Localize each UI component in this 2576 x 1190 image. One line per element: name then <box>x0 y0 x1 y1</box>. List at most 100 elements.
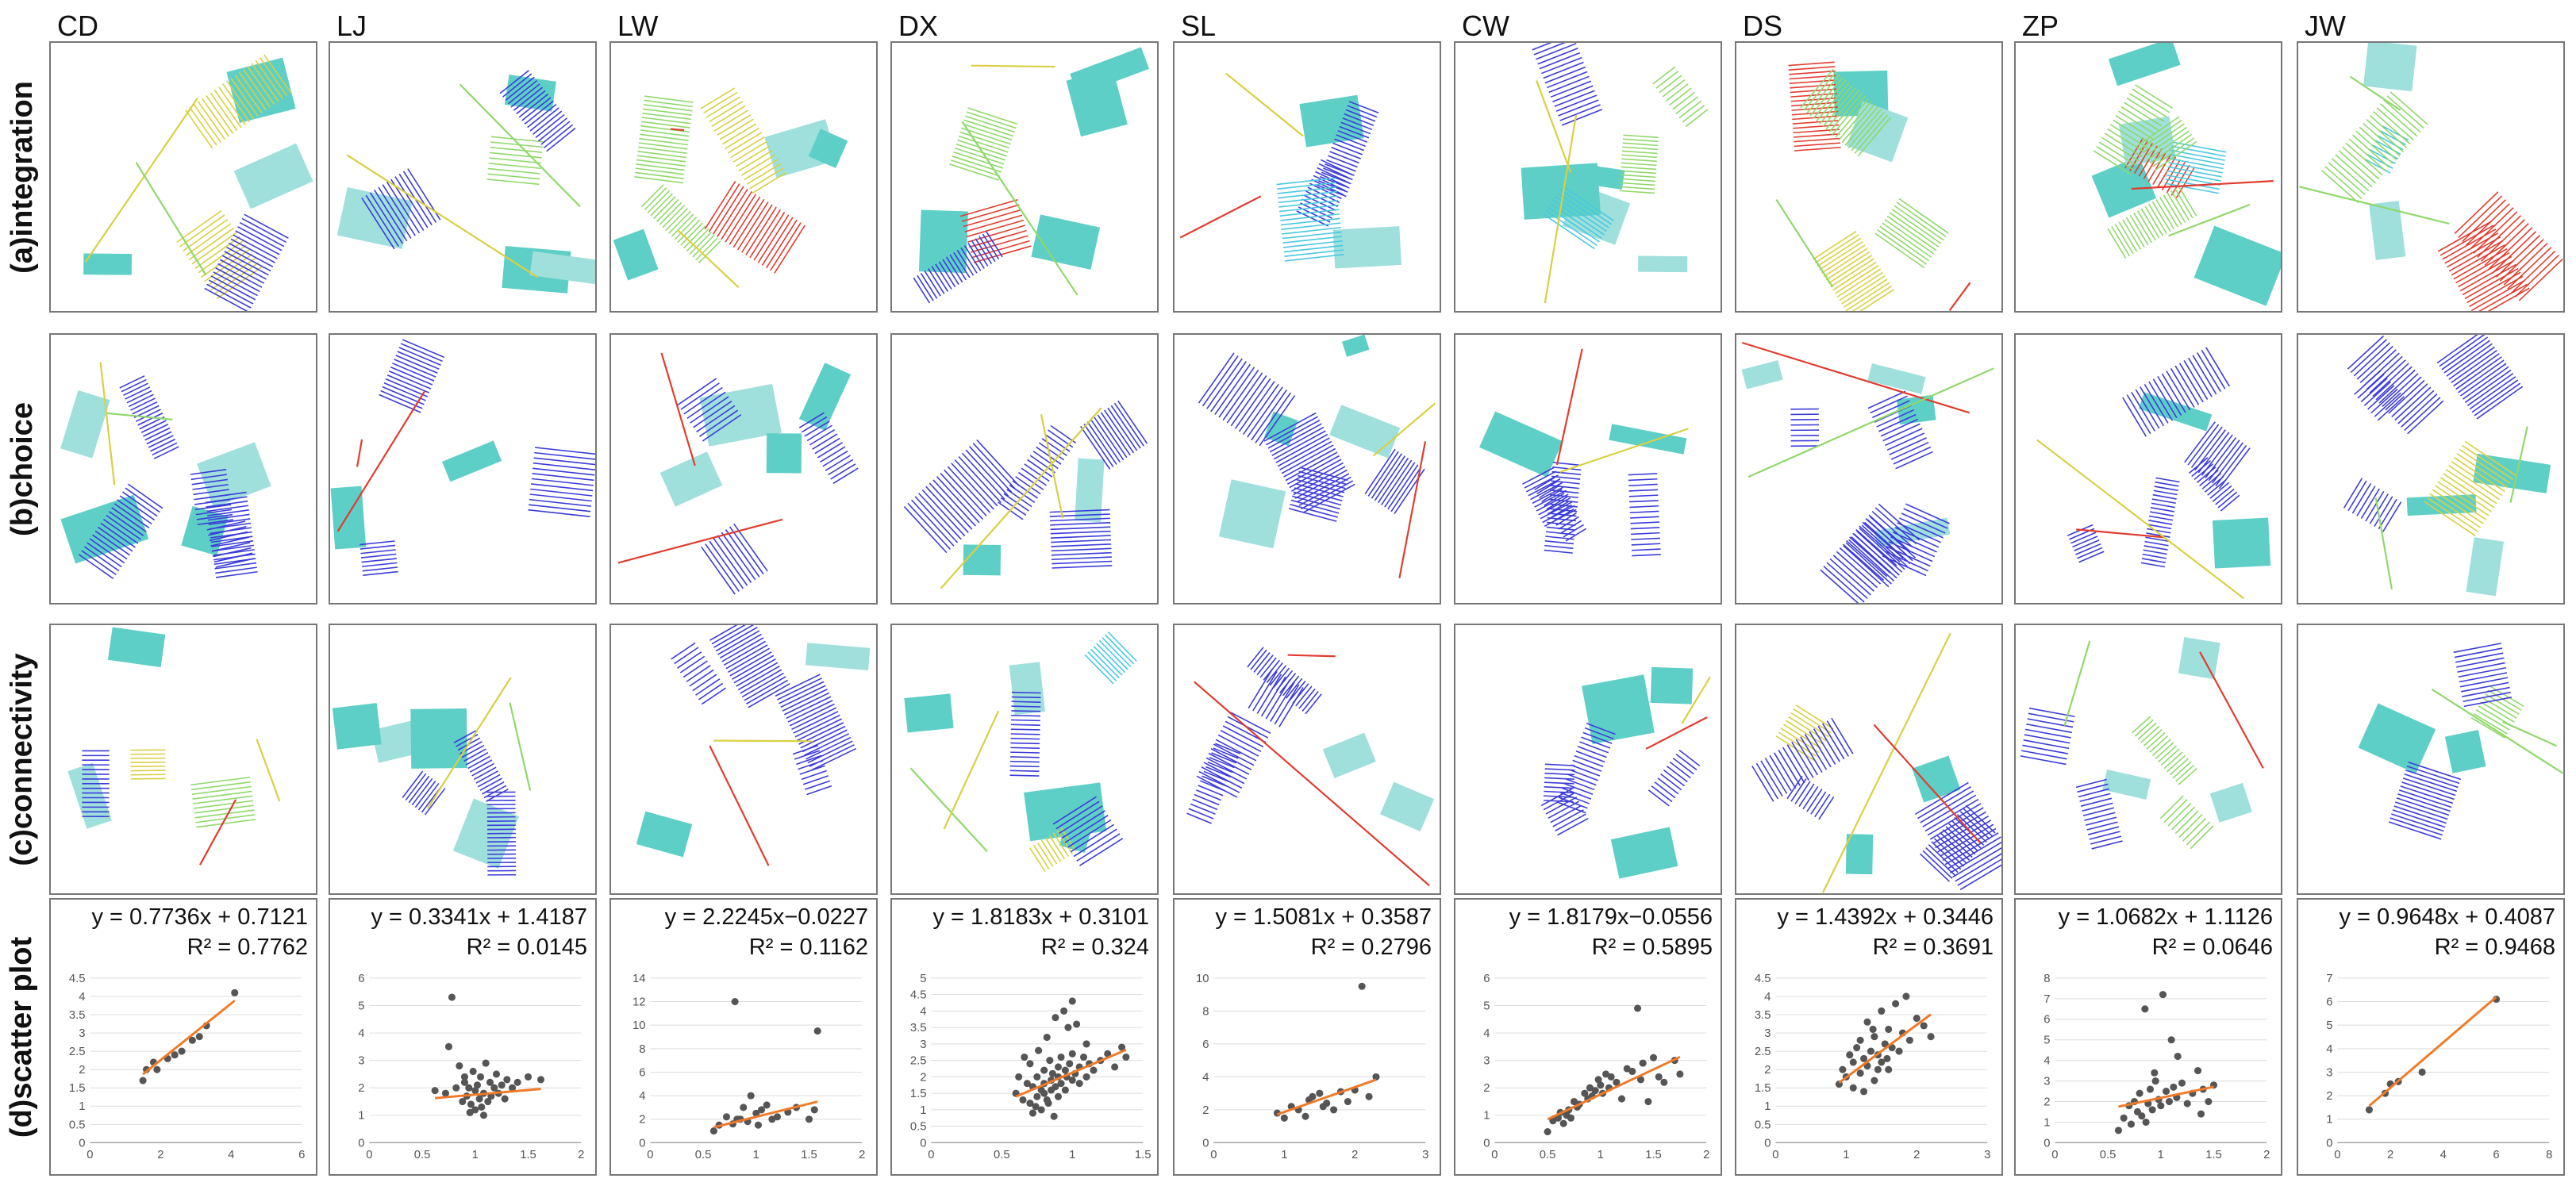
panel-choice-lw <box>609 333 878 605</box>
y-tick-label: 1 <box>1483 1110 1490 1123</box>
y-tick-label: 6 <box>2043 1014 2050 1027</box>
scatter-point <box>1035 1046 1043 1054</box>
x-tick-label: 0 <box>647 1149 653 1161</box>
panel-integration-lj <box>329 41 597 313</box>
street-bundle <box>998 425 1076 520</box>
scatter-point <box>1839 1065 1847 1073</box>
main-street <box>660 352 696 466</box>
main-street <box>198 799 237 866</box>
street-bundle <box>1790 408 1820 447</box>
y-tick-label: 8 <box>2043 973 2050 985</box>
column-label-cw: CW <box>1462 10 1509 42</box>
y-tick-label: 4.5 <box>69 973 86 985</box>
land-block <box>2108 43 2181 86</box>
scatter-chart: 0 2 4 6 8 10 0 1 2 3 <box>1196 973 1428 1161</box>
panel-integration-cd <box>49 41 317 313</box>
y-tick-label: 4.5 <box>910 989 927 1002</box>
scatter-point <box>2127 1120 2136 1128</box>
main-street <box>961 121 1078 296</box>
y-tick-label: 0 <box>1483 1137 1490 1150</box>
scatter-point <box>740 1104 748 1111</box>
scatter-chart: 0 1 2 3 4 5 6 0 0.5 1 1.5 2 <box>1483 973 1709 1161</box>
scatter-point <box>2174 1052 2182 1061</box>
street-bundle <box>1647 749 1701 807</box>
y-tick-label: 3 <box>1483 1055 1490 1068</box>
y-tick-label: 3.5 <box>1755 1009 1771 1022</box>
scatter-point <box>1597 1081 1605 1089</box>
street-bundle <box>2020 707 2075 766</box>
trend-line <box>1547 1055 1681 1121</box>
main-street <box>346 154 538 278</box>
scatter-point <box>1846 1051 1854 1059</box>
panel-connectivity-cd <box>49 624 317 895</box>
scatter-point <box>1052 1083 1059 1091</box>
scatter-point <box>478 1103 486 1111</box>
x-tick-label: 0.5 <box>695 1149 712 1161</box>
scatter-point <box>1660 1078 1668 1086</box>
street-bundle <box>959 198 1032 263</box>
land-block <box>1912 755 1961 803</box>
main-street <box>1225 72 1304 137</box>
land-block <box>1479 411 1563 478</box>
main-street <box>2063 640 2091 727</box>
scatter-point <box>1567 1114 1575 1122</box>
r-squared: R² = 0.0646 <box>2151 935 2273 960</box>
y-tick-label: 5 <box>1483 1000 1490 1012</box>
street-bundle <box>903 439 1020 554</box>
r-squared: R² = 0.9468 <box>2434 935 2555 960</box>
street-network-map <box>336 70 595 294</box>
main-street <box>1948 282 1971 311</box>
scatter-point <box>1883 1054 1891 1062</box>
regression-equation: y = 1.8183x + 0.3101 <box>932 904 1150 930</box>
y-tick-label: 2 <box>358 1082 364 1095</box>
main-street <box>1544 115 1578 304</box>
land-block <box>83 253 132 275</box>
y-tick-label: 4.5 <box>1755 973 1771 985</box>
y-tick-label: 1 <box>358 1110 364 1123</box>
scatter-point <box>1061 1066 1069 1074</box>
street-bundle <box>949 107 1018 181</box>
regression-equation: y = 0.7736x + 0.7121 <box>91 904 309 930</box>
x-tick-label: 8 <box>2546 1149 2552 1161</box>
r-squared: R² = 0.5895 <box>1591 935 1713 960</box>
land-block <box>452 798 519 869</box>
scatter-point <box>509 1084 517 1092</box>
street-network-map <box>2358 643 2563 840</box>
panel-choice-zp <box>2014 333 2282 605</box>
panel-choice-lj <box>329 333 597 605</box>
scatter-point <box>486 1078 494 1086</box>
land-block <box>2358 703 2436 774</box>
scatter-point <box>1066 1060 1074 1068</box>
scatter-point <box>1026 1060 1034 1068</box>
scatter-point <box>2178 1079 2186 1087</box>
panel-choice-cd <box>49 333 317 605</box>
scatter-point <box>1358 982 1366 990</box>
scatter-point <box>479 1111 488 1119</box>
street-network-map <box>60 362 271 579</box>
street-bundle <box>1316 101 1379 198</box>
street-bundle <box>1028 827 1077 872</box>
street-bundle <box>2184 421 2251 489</box>
scatter-point <box>1860 1088 1868 1096</box>
scatter-point <box>1068 1077 1076 1084</box>
street-network-map <box>2091 43 2281 306</box>
scatter-point <box>1330 1106 1338 1114</box>
y-tick-label: 6 <box>1483 973 1490 985</box>
x-tick-label: 2 <box>578 1149 584 1161</box>
scatter-point <box>444 1042 453 1050</box>
main-street <box>677 229 740 289</box>
y-tick-label: 3.5 <box>910 1022 927 1035</box>
street-network-map <box>67 627 281 866</box>
street-network-map <box>1521 43 1709 304</box>
y-tick-label: 0 <box>79 1137 85 1150</box>
main-street <box>106 412 173 420</box>
panel-choice-jw <box>2297 333 2565 605</box>
panel-choice-sl <box>1173 333 1441 605</box>
scatter-point <box>452 1084 460 1092</box>
scatter-point <box>178 1047 186 1055</box>
panel-connectivity-jw <box>2297 624 2565 895</box>
land-block <box>1867 363 1926 394</box>
scatter-point <box>1082 1040 1090 1048</box>
scatter-point <box>513 1078 521 1086</box>
street-bundle <box>2122 347 2230 437</box>
